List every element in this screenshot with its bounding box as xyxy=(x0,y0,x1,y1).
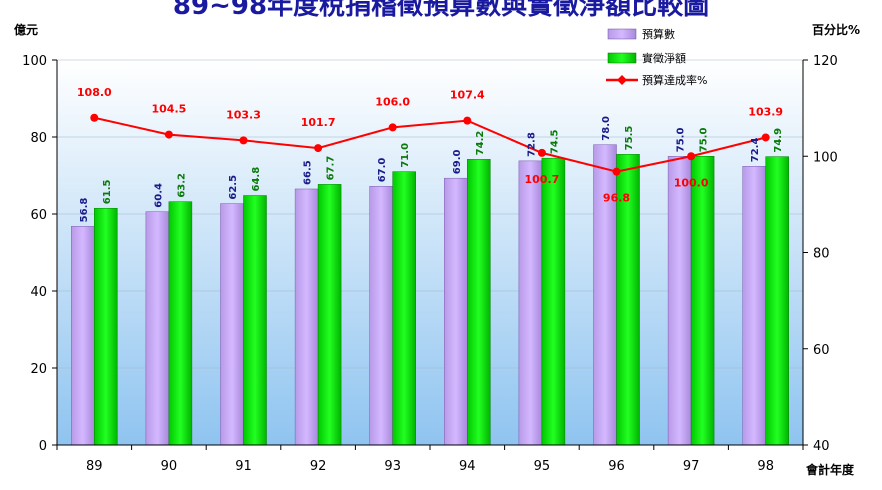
x-tick-label: 97 xyxy=(683,459,700,474)
bar-actual-value-label: 64.8 xyxy=(251,167,262,192)
bar-actual-value-label: 75.0 xyxy=(699,128,710,153)
x-tick-label: 95 xyxy=(534,459,551,474)
bar-budget-value-label: 75.0 xyxy=(676,128,687,153)
x-tick-label: 98 xyxy=(757,459,774,474)
rate-point xyxy=(463,116,472,125)
bar-budget-value-label: 60.4 xyxy=(153,183,164,208)
bar-budget xyxy=(593,144,617,446)
bar-actual xyxy=(765,156,789,446)
x-tick-label: 94 xyxy=(459,459,476,474)
rate-point xyxy=(90,113,99,122)
y-left-axis-label: 億元 xyxy=(14,22,38,37)
bar-actual-value-label: 61.5 xyxy=(102,180,113,205)
y-right-tick-label: 100 xyxy=(813,150,838,165)
rate-value-label: 107.4 xyxy=(450,89,485,102)
bar-budget xyxy=(444,177,468,446)
bar-actual-value-label: 75.5 xyxy=(624,126,635,151)
rate-line xyxy=(94,116,766,173)
rate-point xyxy=(612,167,621,176)
rate-value-label: 104.5 xyxy=(152,103,187,116)
rate-point xyxy=(239,136,248,145)
x-tick-label: 91 xyxy=(235,459,252,474)
y-right-tick-label: 120 xyxy=(813,54,838,69)
bar-budget xyxy=(369,186,393,446)
rate-value-label: 103.3 xyxy=(226,108,261,121)
rate-point xyxy=(687,152,696,161)
legend-swatch-budget xyxy=(607,28,637,40)
line-series xyxy=(90,113,770,176)
bar-actual-value-label: 74.2 xyxy=(475,131,486,156)
x-axis-label: 會計年度 xyxy=(806,462,855,477)
bar-actual xyxy=(317,184,342,446)
legend-swatch-actual xyxy=(607,52,637,64)
x-tick-label: 92 xyxy=(310,459,327,474)
bar-budget-value-label: 78.0 xyxy=(601,116,612,141)
bar-actual xyxy=(541,157,566,446)
bar-actual-value-label: 63.2 xyxy=(176,173,187,198)
rate-value-label: 103.9 xyxy=(748,105,783,118)
x-tick-label: 96 xyxy=(608,459,625,474)
bar-budget xyxy=(518,160,543,446)
y-right-tick-label: 60 xyxy=(813,343,830,358)
bar-actual xyxy=(243,195,267,446)
rate-value-label: 101.7 xyxy=(301,116,336,129)
bar-actual-value-label: 67.7 xyxy=(326,156,337,181)
bar-actual xyxy=(392,171,416,446)
bar-actual xyxy=(168,201,193,446)
bar-budget-value-label: 67.0 xyxy=(377,158,388,183)
x-tick-label: 93 xyxy=(384,459,401,474)
y-left-tick-label: 80 xyxy=(30,131,47,146)
bar-actual-value-label: 71.0 xyxy=(400,143,411,168)
legend-marker-rate xyxy=(617,75,627,85)
y-left-tick-label: 100 xyxy=(22,54,47,69)
bar-budget-value-label: 66.5 xyxy=(303,160,314,185)
bar-budget xyxy=(294,188,319,446)
bar-budget-value-label: 72.8 xyxy=(526,132,537,157)
bar-budget-value-label: 56.8 xyxy=(79,198,90,223)
y-left-tick-label: 0 xyxy=(39,439,47,454)
legend: 預算數 實徵淨額 預算達成率% xyxy=(606,27,707,87)
rate-point xyxy=(164,130,173,139)
bar-budget-value-label: 62.5 xyxy=(228,175,239,200)
bar-budget-value-label: 69.0 xyxy=(452,149,463,174)
y-left-tick-label: 60 xyxy=(30,208,47,223)
bar-actual xyxy=(94,207,118,446)
rate-point xyxy=(388,123,397,132)
rate-value-label: 106.0 xyxy=(375,95,410,108)
bar-budget xyxy=(220,203,244,446)
x-tick-label: 89 xyxy=(86,459,103,474)
y-right-tick-label: 80 xyxy=(813,247,830,262)
bar-actual xyxy=(690,156,715,446)
rate-point xyxy=(761,133,770,142)
data-labels: 56.8 61.5 60.4 63.2 62.5 64.8 66.5 67.7 67.0 71.0… xyxy=(77,86,784,223)
rate-value-label: 96.8 xyxy=(603,192,630,205)
x-tick-label: 90 xyxy=(161,459,178,474)
chart-title: 89~98年度稅捐稽徵預算數與實徵淨額比較圖 xyxy=(173,0,709,21)
legend-label-budget: 預算數 xyxy=(642,27,675,41)
bar-budget xyxy=(742,166,766,446)
bar-budget xyxy=(71,226,95,446)
rate-point xyxy=(314,144,323,153)
bar-actual xyxy=(467,159,491,446)
legend-label-rate: 預算達成率% xyxy=(642,73,707,87)
legend-label-actual: 實徵淨額 xyxy=(642,51,686,65)
rate-point xyxy=(537,148,546,157)
y-right-axis-label: 百分比% xyxy=(812,22,860,37)
bar-budget-value-label: 72.4 xyxy=(750,138,761,163)
rate-value-label: 108.0 xyxy=(77,86,112,99)
bar-actual-value-label: 74.9 xyxy=(773,128,784,153)
y-right-tick-label: 40 xyxy=(813,439,830,454)
rate-value-label: 100.0 xyxy=(674,176,709,189)
bar-budget xyxy=(667,156,692,446)
rate-value-label: 100.7 xyxy=(525,173,560,186)
bar-actual-value-label: 74.5 xyxy=(549,129,560,154)
y-left-tick-label: 40 xyxy=(30,285,47,300)
bar-series xyxy=(71,144,789,446)
axis-ticks: 0 20 40 60 80 100 40 60 80 100 120 89 90 91 92 93 94 95 96… xyxy=(22,54,838,474)
y-left-tick-label: 20 xyxy=(30,362,47,377)
bar-budget xyxy=(145,211,170,446)
